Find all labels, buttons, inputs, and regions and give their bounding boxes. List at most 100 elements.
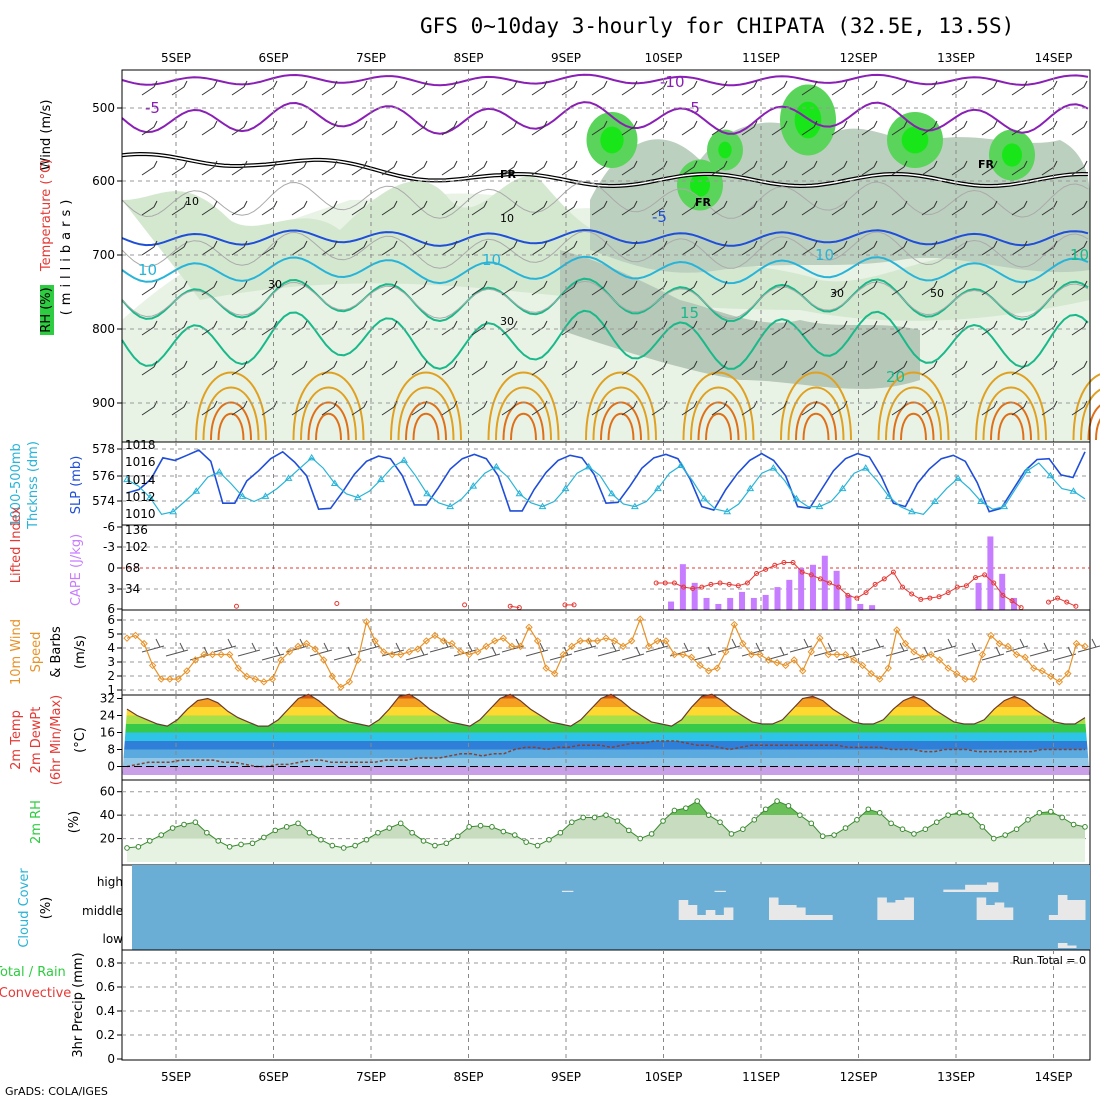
wind-speed-marker bbox=[311, 645, 319, 653]
wind-barb bbox=[411, 160, 428, 176]
lifted-index-label: Lifted Index bbox=[9, 506, 24, 583]
contour-label: 10 bbox=[1070, 246, 1089, 264]
thickness-marker bbox=[561, 484, 570, 492]
wind-barb bbox=[171, 320, 188, 336]
thickness-marker bbox=[400, 456, 408, 463]
rh2m-panel: 60 40 20 2m RH (%) bbox=[29, 779, 1091, 866]
wind-speed-marker bbox=[944, 664, 952, 672]
cloud-bar bbox=[778, 905, 788, 920]
wind-barb bbox=[351, 360, 368, 376]
wind-speed-marker bbox=[1072, 639, 1081, 648]
wind-speed-marker bbox=[713, 664, 721, 672]
wind-speed-marker bbox=[704, 667, 713, 675]
wind-speed-marker bbox=[722, 648, 730, 656]
wind-barb bbox=[741, 400, 758, 416]
temp-contour-warm bbox=[510, 412, 537, 441]
wind-barb bbox=[471, 120, 488, 136]
rh-marker bbox=[557, 829, 564, 836]
axis-tick-label: 40 bbox=[100, 808, 115, 822]
wind-barb bbox=[231, 320, 248, 336]
rh-marker bbox=[192, 819, 199, 825]
contour-label: -5 bbox=[652, 208, 667, 226]
wind-barb bbox=[951, 360, 968, 376]
wind-barb bbox=[681, 120, 698, 136]
wind-barb bbox=[501, 360, 518, 376]
bottom-date-label: 10SEP bbox=[645, 1070, 683, 1084]
temp-contour-warm bbox=[802, 412, 830, 441]
wind-barb bbox=[933, 638, 957, 653]
wind-speed-marker bbox=[260, 678, 268, 686]
wind-barb bbox=[741, 240, 758, 256]
lifted-index-marker bbox=[233, 603, 239, 609]
rh-marker bbox=[580, 814, 586, 821]
axis-tick-label: 0.8 bbox=[96, 956, 115, 970]
wind-barb bbox=[471, 400, 488, 416]
lifted-index-marker bbox=[1073, 603, 1079, 609]
slp-line bbox=[126, 449, 1086, 513]
cloud-bar bbox=[678, 900, 689, 920]
wind-barb bbox=[771, 160, 788, 176]
wind-barb bbox=[471, 200, 488, 216]
wind-barb bbox=[1053, 646, 1077, 661]
axis-tick-label: 800 bbox=[92, 322, 115, 336]
lifted-index-marker bbox=[763, 566, 769, 572]
wind-barb bbox=[351, 120, 368, 136]
wind-barb bbox=[861, 240, 878, 256]
wind-barb bbox=[741, 120, 758, 136]
rh-marker bbox=[432, 842, 438, 849]
wind-speed-marker bbox=[157, 675, 165, 683]
cloud-bar bbox=[877, 897, 887, 920]
rh-marker bbox=[660, 818, 666, 824]
wind-barb bbox=[591, 240, 608, 256]
temp-line bbox=[126, 693, 1086, 727]
thickness-marker bbox=[1000, 502, 1009, 510]
wind-barb bbox=[711, 360, 728, 376]
lifted-index-marker bbox=[1000, 592, 1006, 598]
temp-contour-15 bbox=[121, 277, 1089, 323]
wind-barb bbox=[231, 120, 248, 136]
wind-speed-marker bbox=[131, 631, 140, 640]
wind-barb bbox=[861, 638, 885, 653]
thickness-marker bbox=[931, 497, 939, 504]
thickness-marker bbox=[907, 507, 916, 515]
wind-barb bbox=[309, 642, 333, 657]
rh-contour-label: 10 bbox=[500, 212, 514, 225]
wind-speed-marker bbox=[243, 672, 251, 681]
wind-barb bbox=[231, 160, 248, 176]
rh-marker bbox=[318, 836, 324, 843]
rh-contour bbox=[121, 280, 1089, 319]
wind10m-unit-label: (m/s) bbox=[73, 635, 88, 669]
wind-barb bbox=[1071, 200, 1088, 216]
axis-tick-label: 1 bbox=[107, 683, 115, 697]
wind-barb bbox=[201, 80, 218, 96]
wind-barb bbox=[771, 400, 788, 416]
wind-barb bbox=[201, 200, 218, 216]
wind-barb bbox=[333, 646, 357, 661]
temp-contour-warm bbox=[690, 386, 747, 441]
cape-bar bbox=[774, 587, 781, 610]
temp-contour-warm bbox=[705, 412, 732, 441]
rh-marker bbox=[306, 829, 313, 836]
wind-barb bbox=[591, 120, 608, 136]
thickness-marker bbox=[515, 489, 524, 497]
thickness-marker bbox=[215, 467, 224, 475]
thickness-marker bbox=[538, 502, 547, 510]
wind-barb bbox=[711, 240, 728, 256]
cape-lifted-index-panel: -6 -3 0 3 6 136 102 68 34 Lifted Index CAPE (J/k… bbox=[9, 506, 1091, 616]
thickness-marker bbox=[630, 502, 639, 510]
thickness-marker bbox=[330, 479, 339, 486]
wind-barb bbox=[1011, 160, 1028, 176]
wind-barb bbox=[1071, 400, 1088, 416]
wind-barb bbox=[741, 280, 758, 296]
wind-barb bbox=[141, 80, 158, 96]
axis-tick-label: -6 bbox=[103, 520, 115, 534]
wind-barb bbox=[291, 320, 308, 336]
cloud-bar bbox=[895, 900, 905, 920]
thickness-unit-label: Thcknss (dm) bbox=[26, 441, 41, 530]
contour-label: 10 bbox=[482, 251, 501, 269]
wind-speed-marker bbox=[337, 683, 345, 691]
wind-barb bbox=[741, 200, 758, 216]
temp-contour-warm bbox=[697, 401, 740, 441]
wind-barb bbox=[591, 400, 608, 416]
temp-contour-warm bbox=[682, 371, 755, 441]
